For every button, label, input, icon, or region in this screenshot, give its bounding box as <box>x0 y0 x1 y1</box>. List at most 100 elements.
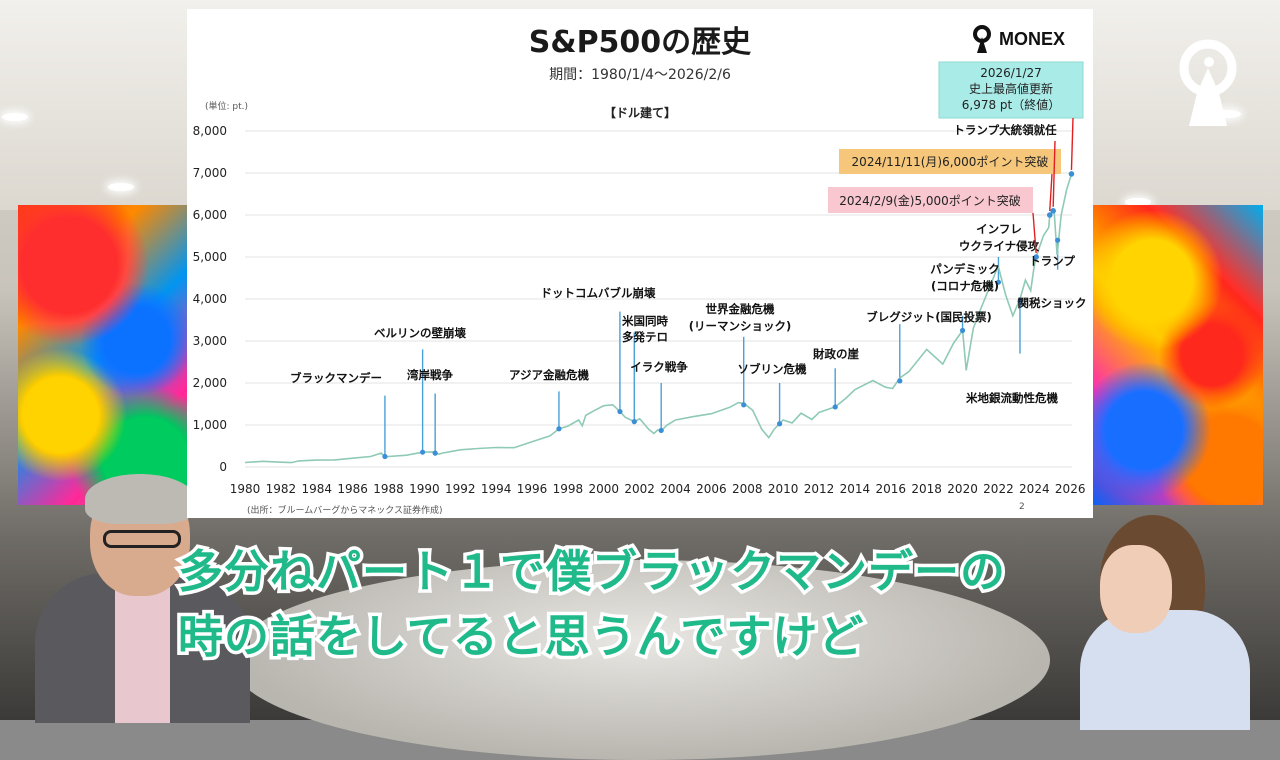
x-tick-label: 1998 <box>553 482 584 496</box>
annotation-label: (コロナ危機) <box>931 279 999 293</box>
x-tick-label: 1994 <box>481 482 512 496</box>
event-marker <box>959 327 966 334</box>
callout-box <box>828 187 1033 213</box>
unit-label: (単位: pt.) <box>205 100 248 112</box>
x-tick-label: 2020 <box>947 482 978 496</box>
event-marker <box>995 279 1002 285</box>
x-tick-label: 2004 <box>660 482 691 496</box>
x-tick-label: 2000 <box>589 482 620 496</box>
annotation-label: (リーマンショック) <box>689 319 792 333</box>
x-tick-label: 1990 <box>409 482 440 496</box>
x-tick-label: 2002 <box>624 482 655 496</box>
x-tick-label: 2026 <box>1055 482 1086 496</box>
event-marker <box>832 404 838 410</box>
ceiling-light <box>2 113 28 121</box>
x-tick-label: 2018 <box>911 482 942 496</box>
annotation-label: パンデミック <box>930 262 1000 276</box>
annotation-label: 米国同時 <box>621 314 668 328</box>
highlight-marker <box>1033 254 1039 260</box>
y-tick-label: 6,000 <box>193 208 227 222</box>
y-tick-label: 1,000 <box>193 418 227 432</box>
wall-art-right <box>1093 205 1263 505</box>
event-marker <box>432 450 438 456</box>
ceiling-light <box>1125 198 1151 206</box>
x-tick-label: 2010 <box>768 482 799 496</box>
x-tick-label: 1986 <box>337 482 368 496</box>
slide-subtitle: 期間：1980/1/4〜2026/2/6 <box>549 67 731 83</box>
event-marker <box>419 449 426 455</box>
annotation-label: アジア金融危機 <box>509 368 590 382</box>
annotation-label: ベルリンの壁崩壊 <box>374 326 466 340</box>
y-tick-label: 8,000 <box>193 124 227 138</box>
annotation-label: ドットコムバブル崩壊 <box>541 286 656 300</box>
y-tick-label: 3,000 <box>193 334 227 348</box>
callout-text: 6,978 pt（終値） <box>962 97 1061 112</box>
event-marker <box>658 427 664 434</box>
y-tick-label: 7,000 <box>193 166 227 180</box>
event-marker <box>617 408 623 415</box>
event-marker <box>382 453 388 460</box>
callout-arrow <box>1052 140 1056 207</box>
annotation-label: ブレグジット(国民投票) <box>866 310 992 324</box>
annotation-label: 財政の崖 <box>812 347 859 361</box>
annotation-label: 関税ショック <box>1018 296 1087 310</box>
subtitle-line-2: 時の話をしてると思うんですけど <box>175 607 867 667</box>
x-tick-label: 2006 <box>696 482 727 496</box>
event-marker <box>776 421 783 427</box>
callout-text: 2026/1/27 <box>980 66 1042 80</box>
callout-arrow <box>1032 212 1037 254</box>
annotation-label: トランプ大統領就任 <box>953 123 1057 137</box>
x-tick-label: 2016 <box>876 482 907 496</box>
y-tick-label: 2,000 <box>193 376 227 390</box>
event-marker <box>1055 237 1061 243</box>
slide-title: S&P500の歴史 <box>528 25 752 60</box>
channel-bird-icon <box>1179 39 1237 126</box>
annotation-label: 世界金融危機 <box>706 302 775 316</box>
source-note: (出所：ブルームバーグからマネックス証券作成) <box>247 504 442 516</box>
x-tick-label: 1992 <box>445 482 476 496</box>
x-tick-label: 1980 <box>230 482 261 496</box>
callout-box <box>839 149 1061 174</box>
callout-text: 2024/2/9(金)5,000ポイント突破 <box>839 193 1021 208</box>
annotation-label: インフレ <box>976 222 1022 236</box>
callout-arrow <box>1070 117 1074 170</box>
x-tick-label: 2008 <box>732 482 763 496</box>
currency-note: 【ドル建て】 <box>604 105 676 120</box>
highlight-marker <box>1050 208 1056 214</box>
callout-text: 史上最高値更新 <box>969 81 1053 96</box>
event-marker <box>631 419 637 425</box>
highlight-marker <box>1068 171 1075 177</box>
annotation-label: ブラックマンデー <box>290 371 382 385</box>
ceiling-light <box>1215 110 1241 118</box>
presenter-right <box>1060 515 1275 730</box>
x-tick-label: 1982 <box>266 482 297 496</box>
annotation-label: イラク戦争 <box>630 360 688 374</box>
x-tick-label: 1988 <box>373 482 404 496</box>
annotation-label: トランプ <box>1029 254 1075 268</box>
wall-art-left <box>18 205 188 505</box>
monex-logo-text: MONEX <box>999 29 1066 49</box>
annotation-label: 湾岸戦争 <box>407 368 453 382</box>
y-tick-label: 5,000 <box>193 250 227 264</box>
callout-arrow <box>1049 173 1053 212</box>
callout-box <box>938 61 1084 119</box>
presenter-left <box>35 474 250 723</box>
x-tick-label: 2024 <box>1019 482 1050 496</box>
event-marker <box>1017 298 1023 304</box>
y-tick-label: 4,000 <box>193 292 227 306</box>
annotation-label: ウクライナ侵攻 <box>959 239 1040 253</box>
x-tick-label: 2012 <box>804 482 835 496</box>
y-tick-label: 0 <box>219 460 227 474</box>
x-tick-label: 1984 <box>301 482 332 496</box>
chart-slide: S&P500の歴史 期間：1980/1/4〜2026/2/6 MONEX (単位… <box>187 9 1093 518</box>
annotation-label: ソブリン危機 <box>738 362 807 376</box>
callout-text: 2024/11/11(月)6,000ポイント突破 <box>852 154 1049 169</box>
highlight-marker <box>1046 212 1053 218</box>
sp500-line-chart: (単位: pt.) 【ドル建て】 (出所：ブルームバーグからマネックス証券作成)… <box>193 61 1087 516</box>
x-tick-label: 2022 <box>983 482 1014 496</box>
annotation-label: 米地銀流動性危機 <box>965 391 1058 405</box>
monex-logo-icon <box>973 25 991 53</box>
x-tick-label: 1996 <box>517 482 548 496</box>
annotation-label: 多発テロ <box>622 330 668 344</box>
x-tick-label: 2014 <box>840 482 871 496</box>
